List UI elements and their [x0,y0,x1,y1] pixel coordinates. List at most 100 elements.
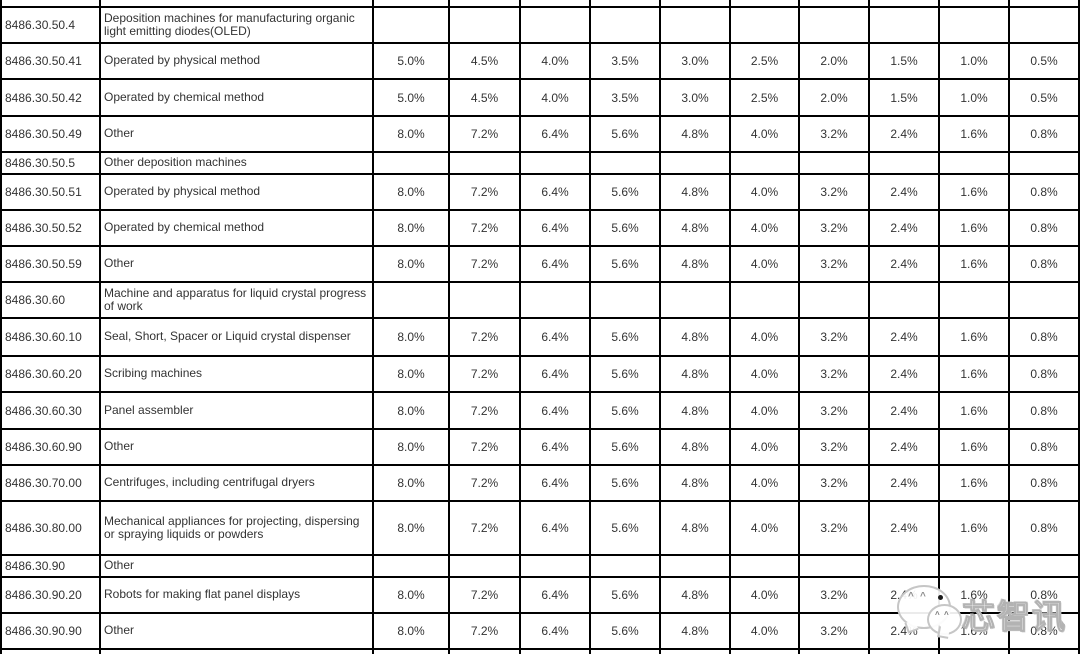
rate-cell: 5.6% [589,209,661,247]
rate-cell [659,151,731,175]
rate-cell: 1.6% [938,500,1010,556]
rate-cell [868,0,940,8]
hs-code-cell: 8486.30.90.90 [0,612,101,650]
rate-cell [868,554,940,578]
rate-cell: 1.6% [938,391,1010,430]
rate-cell [729,151,800,175]
rate-cell [589,6,661,44]
rate-cell: 3.2% [798,209,870,247]
rate-cell [589,151,661,175]
rate-cell: 4.0% [729,209,800,247]
table-row: 8486.30.60.20 Scribing machines 8.0% 7.2% 6.… [0,355,1080,393]
rate-cell [659,281,731,319]
rate-cell: 4.0% [729,245,800,283]
rate-cell: 0.5% [1008,78,1080,117]
rate-cell: 1.6% [938,612,1010,650]
rate-cell: 4.0% [729,576,800,614]
hs-code-cell: 8486.30.50.4 [0,6,101,44]
rate-cell: 2.0% [798,42,870,80]
rate-cell: 5.6% [589,173,661,211]
rate-cell [938,6,1010,44]
rate-cell: 3.0% [659,42,731,80]
hs-code-cell: 8486.30.70.00 [0,464,101,502]
rate-cell: 0.8% [1008,500,1080,556]
rate-cell [519,554,591,578]
rate-cell [448,151,521,175]
table-row: 8486.30.50.42 Operated by chemical method… [0,78,1080,117]
rate-cell: 8.0% [372,355,450,393]
rate-cell: 6.4% [519,355,591,393]
rate-cell: 8.0% [372,115,450,153]
rate-cell: 3.2% [798,500,870,556]
rate-cell: 4.0% [519,42,591,80]
hs-code-cell: 8486.30.50.51 [0,173,101,211]
hs-code-cell: 8486.30.60.30 [0,391,101,430]
rate-cell: 5.6% [589,115,661,153]
rate-cell: 0.8% [1008,173,1080,211]
rate-cell [729,6,800,44]
rate-cell: 8.0% [372,317,450,357]
rate-cell: 1.0% [938,78,1010,117]
table-row: 8486.30.70.00 Centrifuges, including cent… [0,464,1080,502]
rate-cell: 0.8% [1008,245,1080,283]
rate-cell: 2.0% [798,78,870,117]
rate-cell: 2.4% [868,428,940,466]
rate-cell [938,0,1010,8]
rate-cell: 4.8% [659,209,731,247]
table-row: 8486.30.60.10 Seal, Short, Spacer or Liqu… [0,317,1080,357]
table-row: 8486.30.50.51 Operated by physical method… [0,173,1080,211]
rate-cell [372,151,450,175]
rate-cell: 3.2% [798,612,870,650]
rate-cell [868,6,940,44]
description-cell: Operated by physical method [99,42,374,80]
rate-cell: 1.6% [938,115,1010,153]
rate-cell [448,554,521,578]
rate-cell: 0.8% [1008,428,1080,466]
rate-cell: 7.2% [448,115,521,153]
rate-cell: 7.2% [448,355,521,393]
rate-cell: 7.2% [448,612,521,650]
rate-cell: 6.4% [519,245,591,283]
hs-code-cell: 8486.30.50.49 [0,115,101,153]
rate-cell: 4.8% [659,428,731,466]
rate-cell: 6.4% [519,576,591,614]
rate-cell: 2.5% [729,78,800,117]
rate-cell: 7.2% [448,428,521,466]
rate-cell [448,648,521,654]
rate-cell: 8.0% [372,428,450,466]
hs-code-cell: 8486.30.60.90 [0,428,101,466]
rate-cell: 3.2% [798,391,870,430]
cutoff-row-top [0,0,1080,8]
rate-cell: 0.8% [1008,391,1080,430]
rate-cell: 7.2% [448,317,521,357]
description-cell: Other [99,245,374,283]
table-row: 8486.30.50.41 Operated by physical method… [0,42,1080,80]
description-cell: Operated by physical method [99,173,374,211]
rate-cell: 4.0% [729,115,800,153]
rate-cell: 3.5% [589,78,661,117]
rate-cell [448,281,521,319]
rate-cell: 5.0% [372,78,450,117]
rate-cell: 2.4% [868,500,940,556]
rate-cell: 1.6% [938,355,1010,393]
rate-cell: 2.4% [868,576,940,614]
rate-cell [1008,281,1080,319]
rate-cell [798,151,870,175]
rate-cell [448,6,521,44]
rate-cell: 1.6% [938,464,1010,502]
rate-cell [372,648,450,654]
rate-cell [729,0,800,8]
rate-cell: 2.5% [729,42,800,80]
rate-cell: 4.8% [659,464,731,502]
table-row: 8486.30.50.59 Other 8.0% 7.2% 6.4% 5.6% 4.8% 4.… [0,245,1080,283]
rate-cell [729,648,800,654]
rate-cell: 4.0% [729,391,800,430]
rate-cell [938,648,1010,654]
rate-cell [868,151,940,175]
rate-cell: 8.0% [372,500,450,556]
rate-cell [519,0,591,8]
rate-cell [589,281,661,319]
rate-cell: 1.6% [938,209,1010,247]
rate-cell [372,281,450,319]
